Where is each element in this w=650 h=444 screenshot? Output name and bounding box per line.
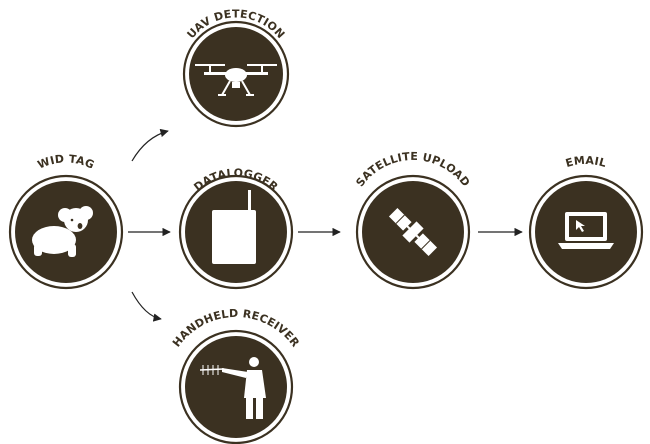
node-handheld-receiver: HANDHELD RECEIVER [170,307,302,444]
satellite-icon [388,207,438,257]
person-antenna-icon [199,357,266,419]
arrow-wid-to-uav [131,128,169,162]
node-wid-tag: WID TAG [8,152,124,290]
node-datalogger: DATALOGGER [178,166,294,290]
wid-tag-label: WID TAG [36,152,97,171]
node-email: EMAIL [528,154,644,290]
drone-icon [195,64,277,96]
arrow-wid-to-handheld [131,291,162,322]
node-uav-detection: UAV DETECTION [182,7,290,128]
node-satellite-upload: SATELLITE UPLOAD [354,150,472,290]
email-label: EMAIL [564,154,608,170]
koala-icon [32,206,93,257]
laptop-icon [558,212,614,249]
datalogger-icon [212,190,256,264]
